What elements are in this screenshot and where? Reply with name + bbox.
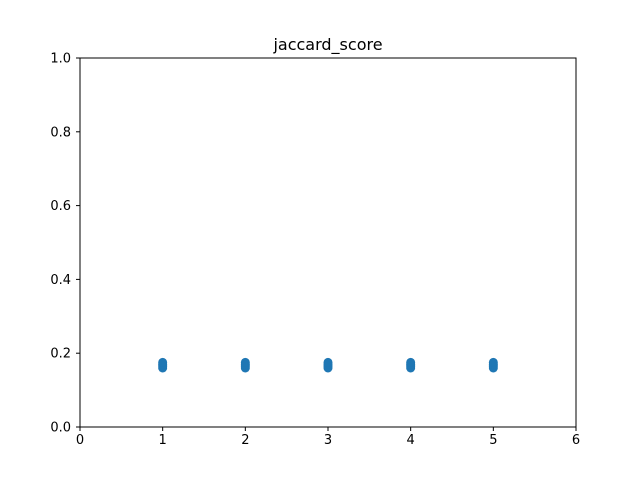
scatter-point — [240, 357, 250, 367]
x-tick-label: 2 — [241, 433, 249, 448]
x-tick-label: 4 — [407, 433, 415, 448]
x-tick-label: 6 — [572, 433, 580, 448]
x-tick-label: 1 — [159, 433, 167, 448]
x-axis: 0 1 2 3 4 5 6 — [76, 427, 580, 448]
data-points — [158, 357, 498, 373]
scatter-point — [488, 357, 498, 367]
y-axis: 0.0 0.2 0.4 0.6 0.8 1.0 — [50, 52, 80, 436]
scatter-point — [406, 357, 416, 367]
y-tick-label: 1.0 — [50, 52, 71, 67]
y-tick-label: 0.0 — [50, 421, 71, 436]
x-tick-label: 0 — [76, 433, 84, 448]
chart-title: jaccard_score — [272, 35, 382, 55]
x-tick-label: 3 — [324, 433, 332, 448]
scatter-point — [323, 357, 333, 367]
y-tick-label: 0.4 — [50, 273, 71, 288]
x-tick-label: 5 — [489, 433, 497, 448]
scatter-point — [158, 357, 168, 367]
y-tick-label: 0.6 — [50, 199, 71, 214]
plot-frame — [79, 57, 577, 428]
y-tick-label: 0.8 — [50, 125, 71, 140]
y-tick-label: 0.2 — [50, 347, 71, 362]
